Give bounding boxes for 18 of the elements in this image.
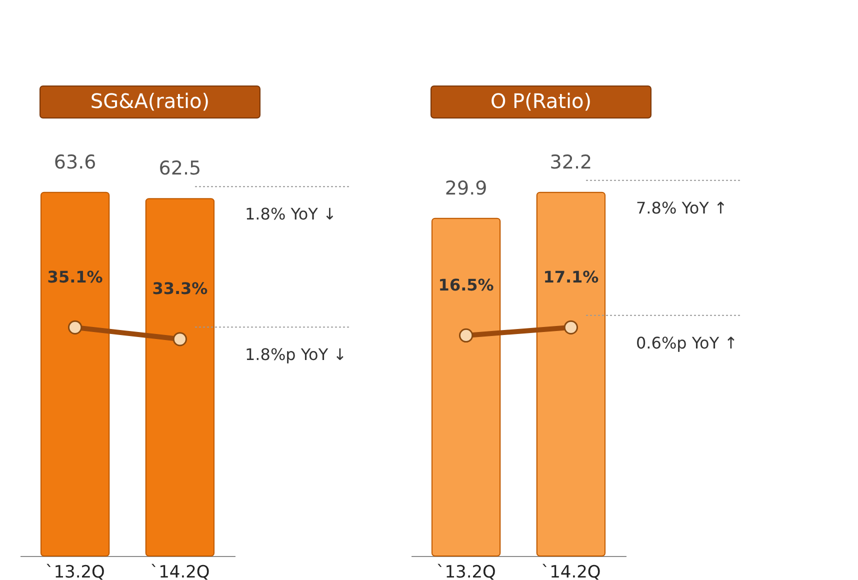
text: 1.8% YoY ↓ [245,204,336,224]
data-label: 62.5 [158,158,202,180]
data-label: 16.5% [438,275,494,294]
text: 1.8%p YoY ↓ [245,345,347,364]
x-tick-label: `14.2Q [541,562,601,580]
chart-title: SG&A(ratio) [90,89,210,113]
x-tick-label: `14.2Q [150,562,210,580]
data-label: 32.2 [550,151,592,174]
data-label: 33.3% [152,279,208,298]
data-label: 63.6 [54,151,96,174]
data-label: 17.1% [543,267,599,286]
text: 7.8% YoY ↑ [636,198,728,218]
text: 0.6%p YoY ↑ [636,333,738,352]
chart-title: O P(Ratio) [490,89,592,113]
x-tick-label: `13.2Q [45,562,105,580]
x-tick-label: `13.2Q [436,562,496,580]
data-label: 35.1% [47,267,103,286]
data-label: 29.9 [444,177,488,200]
